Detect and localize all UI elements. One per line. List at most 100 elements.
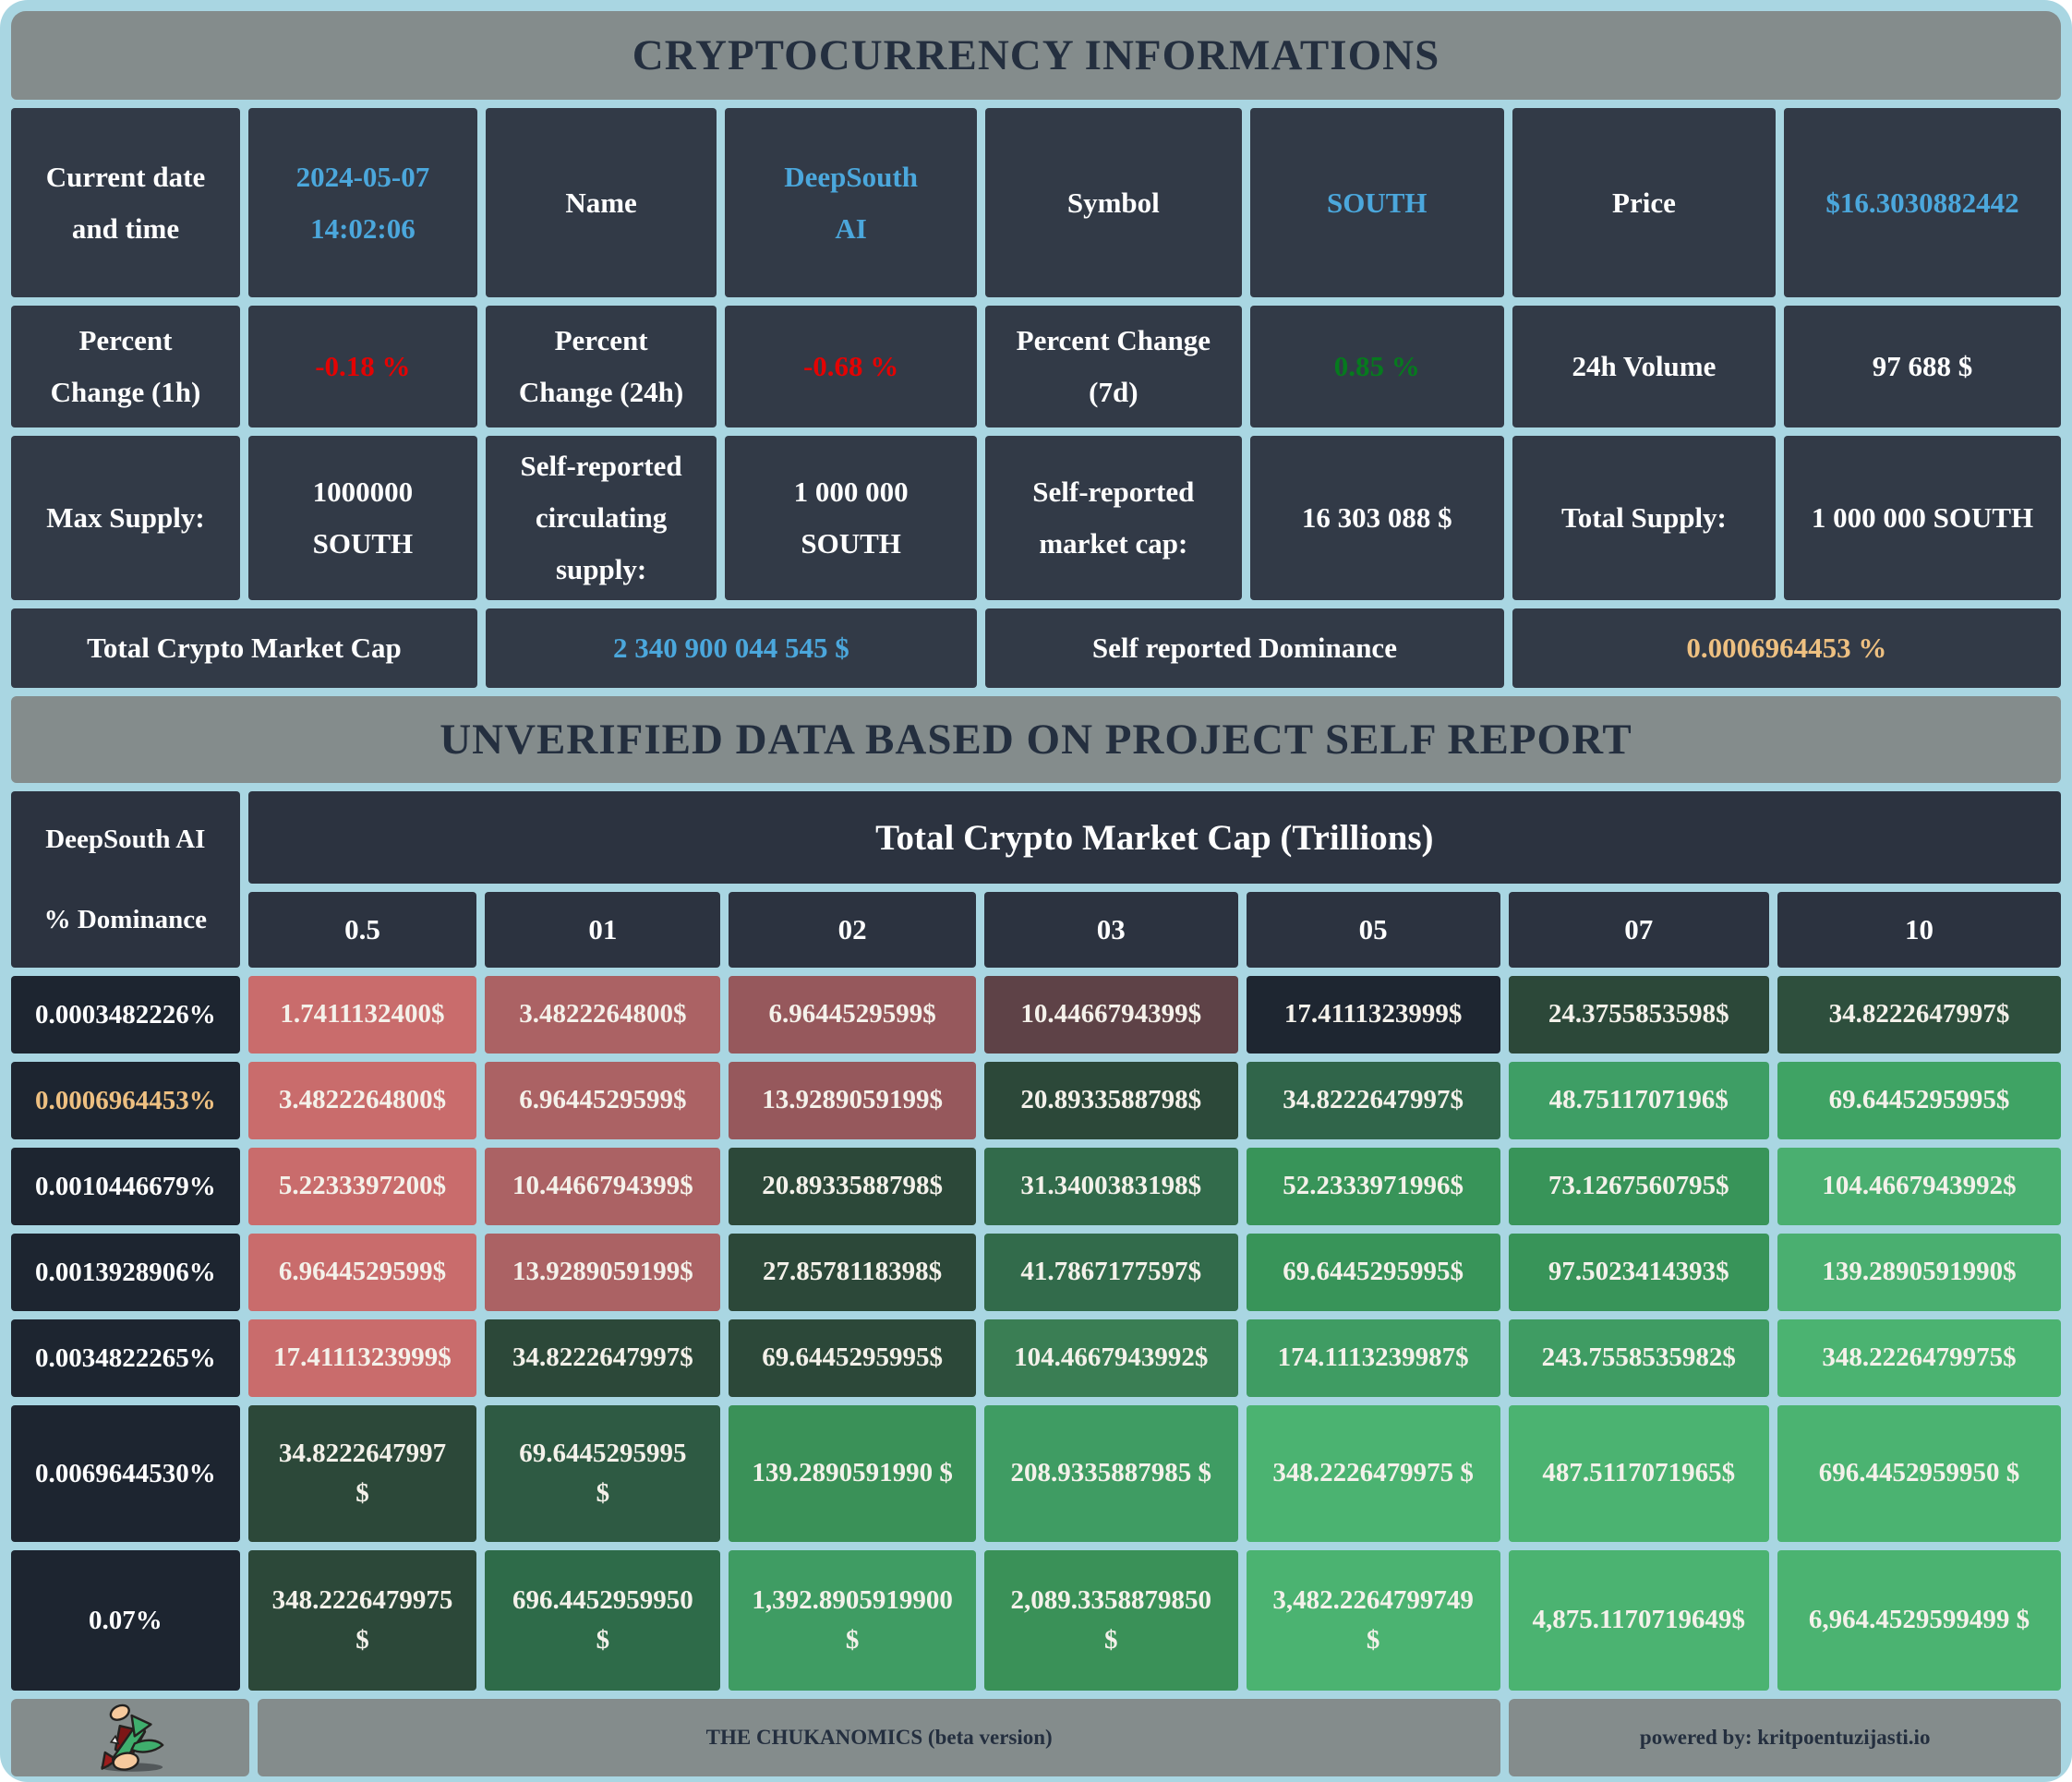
matrix-cell: 348.2226479975$ xyxy=(1777,1319,2061,1397)
matrix-row-label: 0.0034822265% xyxy=(11,1319,240,1397)
matrix-cell: 69.6445295995$ xyxy=(1777,1062,2061,1139)
page-title: CRYPTOCURRENCY INFORMATIONS xyxy=(11,11,2061,100)
matrix-column-header-03: 03 xyxy=(983,892,1238,968)
matrix-cell: 139.2890591990$ xyxy=(1777,1234,2061,1311)
matrix-row-label: 0.0013928906% xyxy=(11,1234,240,1311)
matrix-cell: 20.8933588798$ xyxy=(729,1148,976,1225)
matrix-cell: 73.1267560795$ xyxy=(1508,1148,1769,1225)
matrix-cell: 1.7411132400$ xyxy=(247,976,477,1054)
matrix-cell: 34.8222647997$ xyxy=(485,1319,721,1397)
matrix-cell: 69.6445295995$ xyxy=(729,1319,976,1397)
crypto-info-table: Current date and time 2024-05-07 14:02:06… xyxy=(11,108,2061,688)
pct-7d-value: 0.85 % xyxy=(1249,306,1504,427)
max-supply-label: Max Supply: xyxy=(11,436,240,600)
matrix-cell: 10.4466794399$ xyxy=(983,976,1238,1054)
logo xyxy=(11,1699,249,1776)
self-dominance-label: Self reported Dominance xyxy=(984,608,1504,688)
matrix-cell: 41.7867177597$ xyxy=(983,1234,1238,1311)
symbol-value: SOUTH xyxy=(1249,108,1504,297)
matrix-title: Total Crypto Market Cap (Trillions) xyxy=(247,791,2061,884)
footer: THE CHUKANOMICS (beta version) powered b… xyxy=(11,1699,2061,1776)
footer-brand: THE CHUKANOMICS (beta version) xyxy=(258,1699,1501,1776)
matrix-cell: 48.7511707196$ xyxy=(1508,1062,1769,1139)
matrix-column-header-07: 07 xyxy=(1508,892,1769,968)
matrix-cell: 97.5023414393$ xyxy=(1508,1234,1769,1311)
name-label: Name xyxy=(485,108,717,297)
pct-24h-value: -0.68 % xyxy=(725,306,977,427)
total-mcap-value: 2 340 900 044 545 $ xyxy=(485,608,977,688)
matrix-column-header-10: 10 xyxy=(1777,892,2061,968)
matrix-cell: 1,392.8905919900 $ xyxy=(729,1550,976,1691)
circ-supply-label: Self-reported circulating supply: xyxy=(485,436,717,600)
price-value: $16.3030882442 xyxy=(1784,108,2061,297)
matrix-cell: 696.4452959950 $ xyxy=(485,1550,721,1691)
symbol-label: Symbol xyxy=(984,108,1242,297)
matrix-cell: 24.3755853598$ xyxy=(1508,976,1769,1054)
dominance-matrix-table: DeepSouth AI % Dominance Total Crypto Ma… xyxy=(11,791,2061,1691)
matrix-cell: 5.2233397200$ xyxy=(247,1148,477,1225)
matrix-cell: 34.8222647997$ xyxy=(1246,1062,1500,1139)
total-mcap-label: Total Crypto Market Cap xyxy=(11,608,477,688)
matrix-column-header-01: 01 xyxy=(485,892,721,968)
matrix-cell: 208.9335887985 $ xyxy=(983,1405,1238,1542)
matrix-cell: 31.3400383198$ xyxy=(983,1148,1238,1225)
total-supply-label: Total Supply: xyxy=(1512,436,1776,600)
matrix-cell: 34.8222647997 $ xyxy=(247,1405,477,1542)
matrix-cell: 174.1113239987$ xyxy=(1246,1319,1500,1397)
red-green-trend-arrows-mascot-icon xyxy=(101,1704,164,1772)
matrix-row-label: 0.0006964453% xyxy=(11,1062,240,1139)
current-datetime-label: Current date and time xyxy=(11,108,240,297)
matrix-cell: 3,482.2264799749 $ xyxy=(1246,1550,1500,1691)
matrix-cell: 139.2890591990 $ xyxy=(729,1405,976,1542)
matrix-column-header-0.5: 0.5 xyxy=(247,892,477,968)
max-supply-value: 1000000 SOUTH xyxy=(247,436,477,600)
price-label: Price xyxy=(1512,108,1776,297)
matrix-cell: 6,964.4529599499 $ xyxy=(1777,1550,2061,1691)
matrix-cell: 69.6445295995 $ xyxy=(485,1405,721,1542)
matrix-cell: 6.9644529599$ xyxy=(247,1234,477,1311)
self-mcap-label: Self-reported market cap: xyxy=(984,436,1242,600)
matrix-cell: 6.9644529599$ xyxy=(485,1062,721,1139)
matrix-cell: 52.2333971996$ xyxy=(1246,1148,1500,1225)
footer-powered-by: powered by: kritpoentuzijasti.io xyxy=(1509,1699,2061,1776)
matrix-row-label: 0.0069644530% xyxy=(11,1405,240,1542)
total-supply-value: 1 000 000 SOUTH xyxy=(1784,436,2061,600)
unverified-banner: UNVERIFIED DATA BASED ON PROJECT SELF RE… xyxy=(11,696,2061,783)
matrix-corner-label: DeepSouth AI % Dominance xyxy=(11,791,240,968)
matrix-cell: 17.4111323999$ xyxy=(247,1319,477,1397)
current-datetime-value: 2024-05-07 14:02:06 xyxy=(247,108,477,297)
matrix-cell: 696.4452959950 $ xyxy=(1777,1405,2061,1542)
volume-label: 24h Volume xyxy=(1512,306,1776,427)
name-value: DeepSouth AI xyxy=(725,108,977,297)
volume-value: 97 688 $ xyxy=(1784,306,2061,427)
matrix-cell: 3.4822264800$ xyxy=(485,976,721,1054)
matrix-cell: 487.5117071965$ xyxy=(1508,1405,1769,1542)
circ-supply-value: 1 000 000 SOUTH xyxy=(725,436,977,600)
matrix-cell: 13.9289059199$ xyxy=(485,1234,721,1311)
matrix-row-label: 0.0010446679% xyxy=(11,1148,240,1225)
matrix-column-header-05: 05 xyxy=(1246,892,1500,968)
matrix-cell: 243.7558535982$ xyxy=(1508,1319,1769,1397)
matrix-cell: 6.9644529599$ xyxy=(729,976,976,1054)
matrix-cell: 104.4667943992$ xyxy=(1777,1148,2061,1225)
self-dominance-value: 0.0006964453 % xyxy=(1512,608,2061,688)
matrix-cell: 348.2226479975 $ xyxy=(1246,1405,1500,1542)
matrix-column-header-02: 02 xyxy=(729,892,976,968)
matrix-cell: 27.8578118398$ xyxy=(729,1234,976,1311)
matrix-cell: 3.4822264800$ xyxy=(247,1062,477,1139)
matrix-cell: 69.6445295995$ xyxy=(1246,1234,1500,1311)
pct-1h-value: -0.18 % xyxy=(247,306,477,427)
matrix-cell: 20.8933588798$ xyxy=(983,1062,1238,1139)
matrix-cell: 34.8222647997$ xyxy=(1777,976,2061,1054)
pct-7d-label: Percent Change (7d) xyxy=(984,306,1242,427)
matrix-cell: 4,875.1170719649$ xyxy=(1508,1550,1769,1691)
matrix-cell: 10.4466794399$ xyxy=(485,1148,721,1225)
pct-24h-label: Percent Change (24h) xyxy=(485,306,717,427)
matrix-row-label: 0.0003482226% xyxy=(11,976,240,1054)
matrix-cell: 13.9289059199$ xyxy=(729,1062,976,1139)
matrix-cell: 104.4667943992$ xyxy=(983,1319,1238,1397)
pct-1h-label: Percent Change (1h) xyxy=(11,306,240,427)
matrix-cell: 17.4111323999$ xyxy=(1246,976,1500,1054)
matrix-cell: 348.2226479975 $ xyxy=(247,1550,477,1691)
